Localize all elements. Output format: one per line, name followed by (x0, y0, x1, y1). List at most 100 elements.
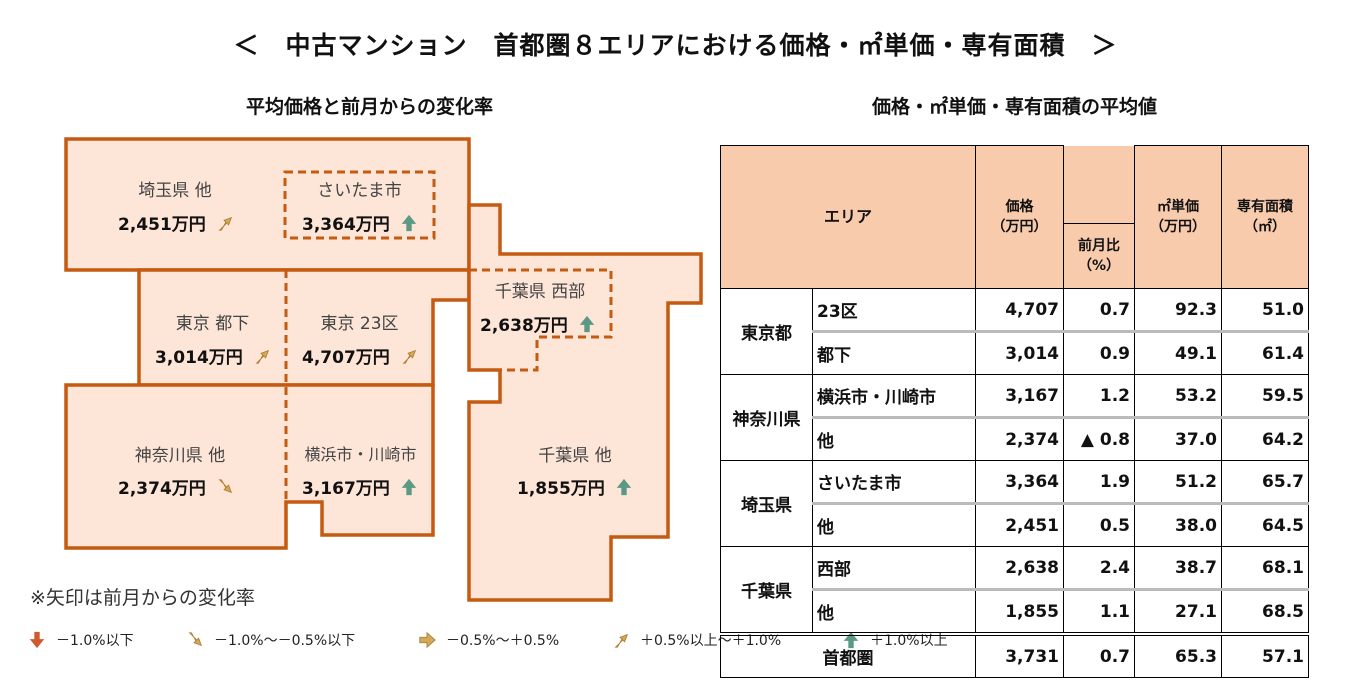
price-saitama-other: 2,451万円 (118, 210, 234, 235)
header-size: 専有面積 （㎡） (1221, 145, 1309, 289)
mom-cell: 1.9 (1063, 460, 1135, 505)
size-cell: 68.5 (1221, 589, 1309, 635)
size-cell: 64.5 (1221, 503, 1309, 547)
size-cell: 59.5 (1221, 374, 1309, 419)
region-chiba (467, 203, 703, 602)
arrow-up-icon (401, 478, 416, 495)
header-mom: 前月比 （%） (1063, 223, 1135, 289)
price-cell: 2,638 (975, 546, 1064, 591)
arrow-slight-down-icon (188, 632, 203, 647)
arrow-up-icon (616, 478, 631, 495)
table-title: 価格・㎡単価・専有面積の平均値 (872, 96, 1158, 118)
label-saitama-city: さいたま市 (317, 181, 402, 201)
arrow-down-icon (29, 631, 45, 649)
size-cell: 65.7 (1221, 460, 1309, 505)
arrow-slight-up-icon (218, 216, 232, 231)
mom-cell: 1.2 (1063, 374, 1135, 419)
region-saitama (64, 137, 471, 272)
size-cell: 51.0 (1221, 288, 1309, 333)
header-unit-price: ㎡単価 （万円） (1134, 145, 1222, 289)
table-row: 埼玉県 さいたま市 3,364 1.9 51.2 65.7 (720, 460, 1309, 547)
label-chiba-other: 千葉県 他 (538, 446, 612, 466)
region-kanagawa (64, 383, 435, 550)
pref-cell: 千葉県 (720, 546, 813, 635)
price-cell: 2,451 (975, 503, 1064, 547)
table-header: エリア 価格 （万円） ㎡単価 （万円） 専有面積 （㎡） (720, 145, 1309, 289)
price-tokyo-23: 4,707万円 (302, 343, 418, 368)
table-row: 都下 3,014 0.9 49.1 61.4 (721, 331, 1309, 375)
price-kanagawa-other: 2,374万円 (118, 474, 234, 499)
mom-cell: 0.5 (1063, 503, 1135, 547)
size-cell: 68.1 (1221, 546, 1309, 591)
mom-cell: 1.1 (1063, 589, 1135, 635)
area-cell: 他 (812, 417, 976, 461)
area-cell: 他 (812, 503, 976, 547)
region-saitama-city (283, 170, 436, 240)
arrow-slight-up-icon (402, 349, 416, 364)
area-cell: 西部 (812, 546, 976, 591)
page-title: ＜ 中古マンション 首都圏８エリアにおける価格・㎡単価・専有面積 ＞ (233, 31, 1118, 60)
arrow-slight-up-icon (255, 349, 269, 364)
arrow-slight-down-icon (218, 478, 232, 493)
mom-cell: 0.9 (1063, 331, 1135, 375)
price-cell: 2,374 (975, 417, 1064, 461)
mom-cell: ▲ 0.8 (1063, 417, 1135, 461)
label-tokyo-other: 東京 都下 (175, 314, 250, 334)
mom-cell: 2.4 (1063, 546, 1135, 591)
unit-cell: 53.2 (1134, 374, 1222, 419)
price-chiba-west: 2,638万円 (480, 311, 596, 336)
unit-cell: 49.1 (1134, 331, 1222, 375)
header-area: エリア (720, 145, 976, 289)
region-chiba-west (469, 268, 613, 372)
price-table: エリア 価格 （万円） ㎡単価 （万円） 専有面積 （㎡） 前月比 （%） 東京都 23区… (720, 145, 1309, 678)
label-kanagawa-other: 神奈川県 他 (134, 446, 226, 466)
arrow-right-icon (419, 631, 436, 649)
area-cell: 都下 (812, 331, 976, 375)
label-chiba-west: 千葉県 西部 (494, 282, 586, 302)
header-price: 価格 （万円） (975, 145, 1064, 289)
area-cell: さいたま市 (812, 460, 976, 505)
area-map (64, 137, 703, 602)
pref-cell: 東京都 (720, 288, 813, 375)
unit-cell: 37.0 (1134, 417, 1222, 461)
price-cell: 1,855 (975, 589, 1064, 635)
area-cell: 23区 (812, 288, 976, 333)
map-title: 平均価格と前月からの変化率 (246, 96, 494, 118)
arrow-slight-up-icon (614, 633, 629, 648)
price-chiba-other: 1,855万円 (517, 474, 633, 499)
label-saitama-other: 埼玉県 他 (138, 181, 212, 201)
pref-cell: 神奈川県 (720, 374, 813, 461)
unit-cell: 27.1 (1134, 589, 1222, 635)
unit-cell: 92.3 (1134, 288, 1222, 333)
size-cell: 61.4 (1221, 331, 1309, 375)
table-row-total: 首都圏 3,731 0.7 65.3 57.1 (720, 632, 1309, 678)
arrow-up-icon (401, 214, 416, 231)
mom-cell: 0.7 (1063, 288, 1135, 333)
legend-down: －1.0%以下 (28, 630, 134, 650)
unit-cell: 38.7 (1134, 546, 1222, 591)
table-row: 他 2,451 0.5 38.0 64.5 (721, 503, 1309, 547)
legend-slight-down: －1.0%～－0.5%以下 (186, 630, 355, 650)
area-cell: 横浜市・川崎市 (812, 374, 976, 419)
table-row: 他 2,374 ▲ 0.8 37.0 64.2 (721, 417, 1309, 461)
table-row: 神奈川県 横浜市・川崎市 3,167 1.2 53.2 59.5 (720, 374, 1309, 461)
price-saitama-city: 3,364万円 (302, 210, 418, 235)
arrow-note: ※矢印は前月からの変化率 (30, 587, 255, 609)
price-cell: 3,364 (975, 460, 1064, 505)
label-yokohama: 横浜市・川崎市 (304, 445, 417, 464)
table-row: 千葉県 西部 2,638 2.4 38.7 68.1 (720, 546, 1309, 635)
price-cell: 3,014 (975, 331, 1064, 375)
price-cell: 3,167 (975, 374, 1064, 419)
area-cell: 他 (812, 589, 976, 635)
unit-cell: 51.2 (1134, 460, 1222, 505)
legend-flat: －0.5%～＋0.5% (418, 630, 559, 650)
pref-cell: 埼玉県 (720, 460, 813, 547)
unit-cell: 38.0 (1134, 503, 1222, 547)
label-tokyo-23: 東京 23区 (320, 314, 399, 334)
price-tokyo-other: 3,014万円 (155, 343, 271, 368)
price-yokohama: 3,167万円 (302, 474, 418, 499)
price-cell: 4,707 (975, 288, 1064, 333)
table-row: 東京都 23区 4,707 0.7 92.3 51.0 (720, 288, 1309, 375)
arrow-up-icon (579, 315, 594, 332)
